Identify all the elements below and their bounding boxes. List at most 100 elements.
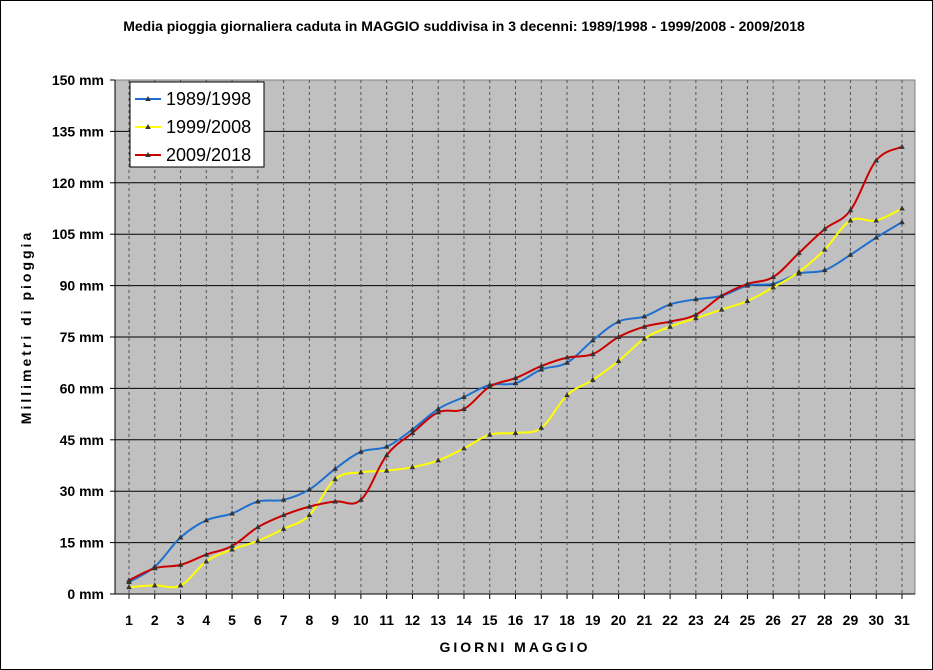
- data-point: [332, 476, 338, 482]
- x-tick-label: 19: [585, 612, 601, 628]
- data-point: [615, 334, 622, 339]
- x-tick-label: 1: [125, 612, 133, 628]
- data-point: [306, 512, 313, 518]
- x-tick-label: 15: [482, 612, 498, 628]
- x-tick-label: 11: [379, 612, 394, 628]
- data-point: [383, 467, 390, 473]
- legend-marker: [145, 96, 151, 101]
- data-point: [332, 465, 338, 471]
- data-point: [383, 443, 390, 449]
- data-point: [203, 551, 210, 557]
- x-tick-label: 30: [868, 612, 884, 628]
- y-axis-ticks: 0 mm 15 mm 30 mm 45 mm 60 mm 75 mm 90 mm 105 mm…: [52, 72, 116, 602]
- data-point: [615, 357, 622, 363]
- data-point: [693, 315, 699, 321]
- data-point: [744, 298, 751, 304]
- x-tick-label: 14: [456, 612, 472, 628]
- y-tick-label: 105 mm: [52, 226, 104, 242]
- data-point: [126, 577, 132, 583]
- x-tick-label: 21: [637, 612, 653, 628]
- data-point: [151, 565, 158, 571]
- x-tick-label: 24: [714, 612, 730, 628]
- x-tick-label: 5: [228, 612, 236, 628]
- data-point: [693, 311, 699, 317]
- data-point: [383, 452, 390, 458]
- y-tick-label: 15 mm: [60, 535, 104, 551]
- data-point: [538, 363, 545, 369]
- data-point: [486, 383, 493, 389]
- x-tick-label: 26: [765, 612, 781, 628]
- x-tick-label: 9: [331, 612, 339, 628]
- data-point: [126, 584, 132, 590]
- legend-label: 2009/2018: [166, 145, 251, 165]
- x-tick-label: 22: [662, 612, 678, 628]
- data-point: [177, 534, 184, 540]
- y-tick-label: 120 mm: [52, 175, 104, 191]
- data-point: [667, 318, 673, 324]
- data-point: [899, 143, 905, 149]
- data-point: [641, 323, 648, 329]
- x-tick-label: 4: [202, 612, 210, 628]
- data-point: [512, 375, 519, 381]
- data-point: [358, 448, 364, 454]
- legend-label: 1989/1998: [166, 89, 251, 109]
- y-tick-label: 30 mm: [60, 483, 104, 499]
- data-point: [667, 301, 673, 307]
- data-point: [435, 457, 441, 463]
- data-point: [358, 469, 364, 475]
- x-tick-label: 23: [688, 612, 704, 628]
- y-tick-label: 0 mm: [67, 586, 104, 602]
- data-point: [229, 546, 235, 552]
- data-point: [512, 380, 519, 386]
- data-point: [899, 205, 905, 211]
- data-point: [744, 280, 751, 286]
- data-point: [409, 426, 416, 432]
- x-tick-label: 31: [894, 612, 910, 628]
- data-point: [409, 464, 416, 470]
- data-point: [229, 543, 235, 549]
- data-point: [873, 234, 880, 240]
- data-point: [693, 296, 699, 302]
- x-tick-label: 12: [405, 612, 421, 628]
- x-tick-label: 10: [353, 612, 369, 628]
- x-axis-ticks: 1 2 3 4 5 6 7 8 9 10 11 12 13 14 15 16 17 18 19 20 21 22 23 24 2…: [115, 593, 915, 628]
- data-point: [873, 217, 880, 223]
- data-point: [770, 284, 776, 290]
- data-point: [770, 280, 776, 286]
- data-point: [538, 424, 545, 430]
- legend: 1989/1998 1999/2008 2009/2018: [129, 81, 265, 168]
- y-axis-title: Millimetri di pioggia: [18, 230, 34, 424]
- legend-marker: [145, 124, 151, 129]
- data-point: [590, 351, 596, 357]
- data-point: [847, 251, 854, 257]
- chart-title: Media pioggia giornaliera caduta in MAGG…: [123, 18, 805, 34]
- x-tick-label: 7: [280, 612, 288, 628]
- data-point: [821, 267, 828, 273]
- data-point: [796, 268, 802, 274]
- data-point: [641, 313, 648, 319]
- data-point: [899, 219, 905, 225]
- x-tick-label: 6: [254, 612, 262, 628]
- data-point: [255, 498, 261, 504]
- data-point: [590, 376, 596, 382]
- data-point: [486, 431, 493, 437]
- data-point: [306, 503, 313, 509]
- legend-box: [129, 81, 265, 168]
- data-point: [461, 405, 467, 411]
- data-point: [590, 337, 596, 343]
- x-tick-label: 29: [843, 612, 859, 628]
- x-tick-label: 18: [559, 612, 575, 628]
- x-tick-label: 28: [817, 612, 833, 628]
- data-point: [177, 582, 184, 588]
- data-point: [718, 292, 725, 298]
- data-point: [667, 323, 673, 329]
- x-tick-label: 16: [508, 612, 524, 628]
- y-tick-label: 60 mm: [60, 380, 104, 396]
- x-tick-label: 17: [533, 612, 549, 628]
- data-point: [847, 207, 854, 213]
- data-point: [151, 582, 158, 588]
- data-point: [564, 354, 570, 360]
- data-point: [435, 409, 441, 415]
- data-point: [461, 445, 467, 451]
